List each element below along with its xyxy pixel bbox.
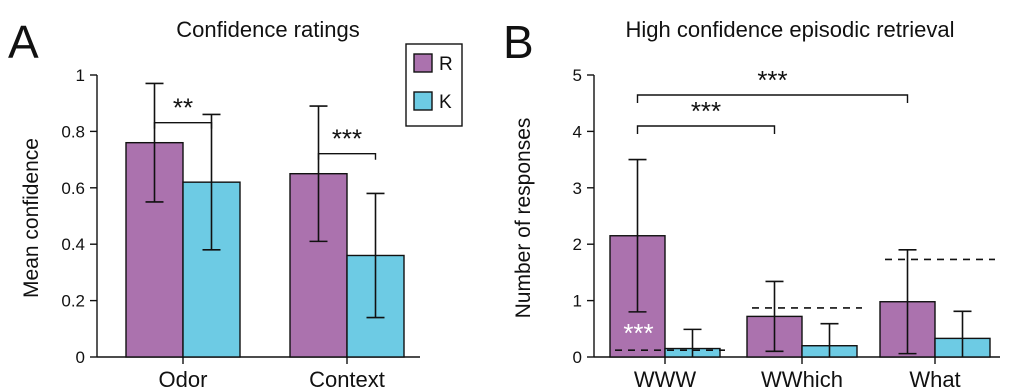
legend-label-r: R bbox=[439, 54, 453, 75]
panel-b-significance-label: *** bbox=[691, 96, 721, 126]
panel-b-inside-significance-label: *** bbox=[623, 318, 653, 348]
panel-b-significance-bracket bbox=[636, 125, 776, 134]
panel-a-y-tick-label: 0.2 bbox=[61, 292, 85, 311]
legend-swatch-k bbox=[413, 91, 433, 111]
panel-b-letter: B bbox=[503, 16, 534, 68]
panel-a-y-tick-label: 0.4 bbox=[61, 235, 85, 254]
panel-a-significance-label: ** bbox=[173, 93, 193, 123]
panel-b-significance-label: *** bbox=[757, 65, 787, 95]
panel-a-x-tick-label: Context bbox=[309, 367, 385, 390]
panel-b-ylabel: Number of responses bbox=[512, 118, 535, 319]
panel-b-significance-bracket bbox=[636, 94, 909, 103]
panel-a-x-tick-label: Odor bbox=[159, 367, 208, 390]
legend: R K bbox=[405, 43, 463, 127]
panel-b-y-tick-label: 4 bbox=[573, 122, 582, 141]
panel-b-y-tick-label: 2 bbox=[573, 235, 582, 254]
panel-a-y-tick-label: 0.6 bbox=[61, 179, 85, 198]
panel-a-significance-bracket bbox=[153, 121, 213, 129]
panel-b-y-tick-label: 3 bbox=[573, 179, 582, 198]
plot-b: 0 1 2 3 4 5 WWW WWhich What *** *** *** bbox=[573, 65, 1000, 390]
panel-b-x-tick-label: What bbox=[909, 367, 960, 390]
panel-a-letter: A bbox=[8, 16, 39, 68]
panel-b-x-tick-label: WWhich bbox=[761, 367, 843, 390]
panel-a-y-tick-label: 1 bbox=[76, 66, 85, 85]
legend-label-k: K bbox=[439, 92, 452, 113]
panel-a-significance-label: *** bbox=[332, 124, 362, 154]
panel-a-ylabel: Mean confidence bbox=[20, 138, 43, 298]
panel-b-y-tick-label: 1 bbox=[573, 292, 582, 311]
panel-b-x-tick-label: WWW bbox=[634, 367, 697, 390]
panel-b-y-tick-label: 0 bbox=[573, 348, 582, 367]
panel-b-title: High confidence episodic retrieval bbox=[626, 17, 955, 42]
panel-b-y-tick-label: 5 bbox=[573, 66, 582, 85]
panel-a-y-tick-label: 0.8 bbox=[61, 122, 85, 141]
panel-a-significance-bracket bbox=[317, 153, 377, 160]
panel-a-y-tick-label: 0 bbox=[76, 348, 85, 367]
legend-swatch-r bbox=[413, 53, 433, 73]
panel-a-title: Confidence ratings bbox=[176, 17, 359, 42]
